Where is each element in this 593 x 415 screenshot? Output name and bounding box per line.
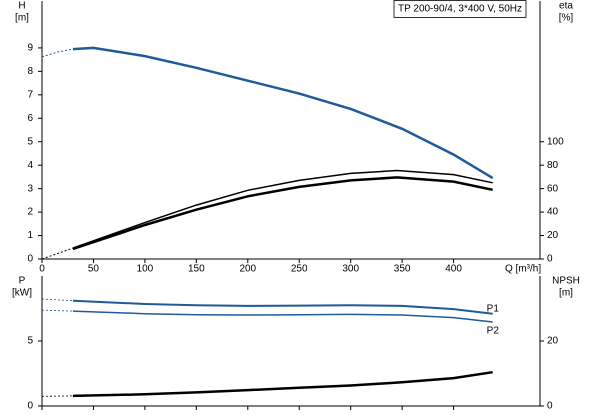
y-tick-label: 0 bbox=[27, 254, 33, 265]
x-tick-label: 0 bbox=[39, 264, 45, 275]
y2-tick-label: 0 bbox=[547, 254, 553, 265]
y2-tick-label: 80 bbox=[547, 160, 559, 171]
y2-tick-label: 0 bbox=[547, 401, 553, 412]
x-tick-label: 250 bbox=[291, 264, 308, 275]
curve bbox=[41, 309, 73, 312]
y2-tick-label: 20 bbox=[547, 230, 559, 241]
x-tick-label: 200 bbox=[239, 264, 256, 275]
curve bbox=[72, 176, 493, 251]
y-tick-label: 5 bbox=[27, 336, 33, 347]
title-box bbox=[393, 0, 527, 18]
y-tick-label: 4 bbox=[27, 160, 33, 171]
curve-label: P2 bbox=[487, 326, 500, 337]
y-tick-label: 1 bbox=[27, 230, 33, 241]
y-tick-label: 2 bbox=[27, 207, 33, 218]
curve bbox=[72, 370, 493, 398]
curve bbox=[41, 48, 73, 58]
y-tick-label: 9 bbox=[27, 43, 33, 54]
x-tick-label: 50 bbox=[88, 264, 100, 275]
y2-tick-label: 40 bbox=[547, 207, 559, 218]
x-tick-label: 150 bbox=[188, 264, 205, 275]
curve bbox=[72, 299, 493, 315]
x-tick-label: 400 bbox=[445, 264, 462, 275]
y-axis-unit: [m] bbox=[15, 13, 29, 24]
curve bbox=[41, 247, 74, 260]
y2-axis-unit: [m] bbox=[559, 288, 573, 299]
x-tick-label: 100 bbox=[137, 264, 154, 275]
curve bbox=[72, 46, 494, 180]
y-tick-label: 6 bbox=[27, 113, 33, 124]
y-tick-label: 0 bbox=[27, 401, 33, 412]
y2-tick-label: 20 bbox=[547, 336, 559, 347]
y2-tick-label: 60 bbox=[547, 183, 559, 194]
y2-axis-title: eta bbox=[559, 1, 573, 12]
curve bbox=[72, 310, 493, 323]
y-tick-label: 3 bbox=[27, 183, 33, 194]
y-axis-title: H bbox=[18, 1, 25, 12]
x-tick-label: 300 bbox=[342, 264, 359, 275]
curve bbox=[41, 298, 73, 302]
y2-axis-unit: [%] bbox=[559, 13, 574, 24]
curve-label: P1 bbox=[487, 303, 500, 314]
y-tick-label: 7 bbox=[27, 89, 33, 100]
y-axis-unit: [kW] bbox=[12, 288, 32, 299]
y-tick-label: 8 bbox=[27, 66, 33, 77]
y-axis-title: P bbox=[19, 276, 26, 287]
chart-title: TP 200-90/4, 3*400 V, 50Hz bbox=[398, 4, 522, 15]
x-tick-label: 350 bbox=[394, 264, 411, 275]
y2-axis-title: NPSH bbox=[552, 276, 580, 287]
y2-tick-label: 100 bbox=[547, 136, 564, 147]
curve bbox=[72, 169, 493, 249]
y-tick-label: 5 bbox=[27, 136, 33, 147]
x-axis-title: Q [m³/h] bbox=[505, 264, 541, 275]
